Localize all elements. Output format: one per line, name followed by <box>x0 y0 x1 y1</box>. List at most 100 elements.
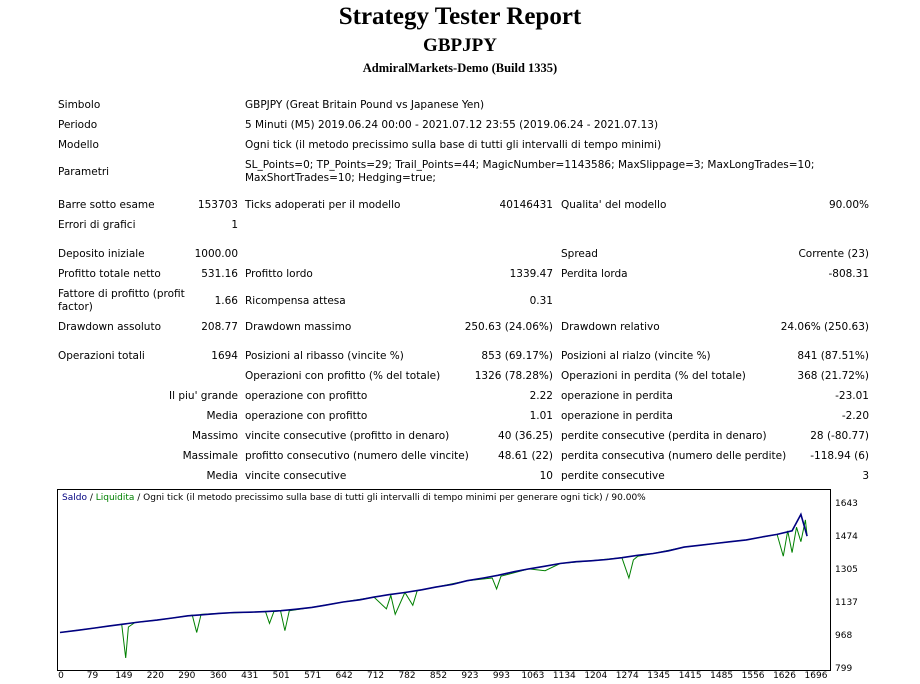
symbol-value: GBPJPY (Great Britain Pound vs Japanese … <box>245 99 485 111</box>
payoff-value: 0.31 <box>529 295 553 307</box>
max-consec-wins-label: vincite consecutive (profitto in denaro) <box>245 430 450 442</box>
ticks-value: 40146431 <box>499 199 553 211</box>
x-tick-label: 501 <box>272 671 290 681</box>
maximum-label: Massimo <box>191 430 238 442</box>
x-tick-label: 1556 <box>741 671 765 681</box>
profit-trades-value: 1326 (78.28%) <box>474 370 553 382</box>
max-drawdown-value: 250.63 (24.06%) <box>464 321 553 333</box>
x-tick-label: 923 <box>461 671 479 681</box>
report-title: Strategy Tester Report <box>338 3 582 30</box>
params-value: SL_Points=0; TP_Points=29; Trail_Points=… <box>245 159 815 184</box>
avg-consec-wins-value: 10 <box>539 470 553 482</box>
rel-drawdown-label: Drawdown relativo <box>561 321 660 333</box>
legend-description: / Ogni tick (il metodo precissimo sulla … <box>134 493 646 503</box>
largest-profit-value: 2.22 <box>529 390 553 402</box>
legend-sep: / <box>86 493 96 503</box>
max-consec-losses-value: 28 (-80.77) <box>810 430 869 442</box>
report-server: AdmiralMarkets-Demo (Build 1335) <box>362 61 558 75</box>
max-consec-losses-label: perdite consecutive (perdita in denaro) <box>561 430 767 442</box>
loss-trades-value: 368 (21.72%) <box>797 370 869 382</box>
y-tick-label: 799 <box>835 664 853 674</box>
maximal-profit-label: profitto consecutivo (numero delle vinci… <box>245 450 469 462</box>
x-tick-label: 220 <box>146 671 164 681</box>
x-tick-label: 642 <box>335 671 353 681</box>
errors-value: 1 <box>231 219 238 231</box>
loss-trades-label: Operazioni in perdita (% del totale) <box>561 370 746 382</box>
gross-profit-label: Profitto lordo <box>245 268 313 280</box>
long-positions-label: Posizioni al rialzo (vincite %) <box>561 350 711 362</box>
x-tick-label: 79 <box>86 671 99 681</box>
max-consec-wins-value: 40 (36.25) <box>498 430 553 442</box>
total-trades-value: 1694 <box>211 350 238 362</box>
x-tick-label: 852 <box>429 671 448 681</box>
chart-frame <box>57 489 831 671</box>
avg-profit-value: 1.01 <box>529 410 553 422</box>
legend-equity: Liquidita <box>95 493 135 503</box>
x-tick-label: 290 <box>178 671 196 681</box>
x-tick-label: 1415 <box>678 671 702 681</box>
errors-label: Errori di grafici <box>58 219 136 231</box>
long-positions-value: 841 (87.51%) <box>797 350 869 362</box>
y-tick-label: 1643 <box>835 499 858 509</box>
rel-drawdown-value: 24.06% (250.63) <box>780 321 869 333</box>
largest-profit-label: operazione con profitto <box>245 390 368 402</box>
maximal-loss-label: perdita consecutiva (numero delle perdit… <box>561 450 787 462</box>
x-tick-label: 1204 <box>584 671 608 681</box>
x-tick-label: 0 <box>58 671 64 681</box>
y-tick-label: 1474 <box>835 532 858 542</box>
abs-drawdown-value: 208.77 <box>201 321 238 333</box>
x-tick-label: 782 <box>398 671 416 681</box>
x-tick-label: 1696 <box>804 671 828 681</box>
legend-balance: Saldo <box>62 493 87 503</box>
bars-value: 153703 <box>197 199 238 211</box>
spread-value: Corrente (23) <box>798 248 869 260</box>
quality-value: 90.00% <box>828 199 869 211</box>
largest-label: Il piu' grande <box>168 390 238 402</box>
x-tick-label: 571 <box>304 671 322 681</box>
model-label: Modello <box>58 139 99 151</box>
chart-legend: Saldo / Liquidita / Ogni tick (il metodo… <box>62 493 646 503</box>
x-tick-label: 993 <box>492 671 510 681</box>
largest-loss-value: -23.01 <box>835 390 869 402</box>
net-profit-label: Profitto totale netto <box>58 268 161 280</box>
maximal-loss-value: -118.94 (6) <box>810 450 869 462</box>
quality-label: Qualita' del modello <box>561 199 667 211</box>
maximal-label: Massimale <box>182 450 238 462</box>
x-tick-label: 1345 <box>647 671 671 681</box>
bars-label: Barre sotto esame <box>58 199 155 211</box>
total-trades-label: Operazioni totali <box>58 350 145 362</box>
avg-loss-value: -2.20 <box>841 410 869 422</box>
gross-loss-label: Perdita lorda <box>561 268 628 280</box>
y-tick-label: 1137 <box>835 598 858 608</box>
ticks-label: Ticks adoperati per il modello <box>245 199 401 211</box>
max-drawdown-label: Drawdown massimo <box>245 321 352 333</box>
x-tick-label: 360 <box>209 671 227 681</box>
average-label: Media <box>206 410 238 422</box>
profit-trades-label: Operazioni con profitto (% del totale) <box>245 370 441 382</box>
avg-profit-label: operazione con profitto <box>245 410 368 422</box>
x-tick-label: 431 <box>241 671 259 681</box>
avg-consec-losses-label: perdite consecutive <box>561 470 665 482</box>
short-positions-label: Posizioni al ribasso (vincite %) <box>245 350 404 362</box>
deposit-label: Deposito iniziale <box>58 248 145 260</box>
avg-consec-losses-value: 3 <box>862 470 869 482</box>
maximal-profit-value: 48.61 (22) <box>498 450 553 462</box>
x-tick-label: 1485 <box>710 671 734 681</box>
gross-profit-value: 1339.47 <box>509 268 553 280</box>
model-value: Ogni tick (il metodo precissimo sulla ba… <box>245 139 662 151</box>
params-label: Parametri <box>58 166 110 178</box>
short-positions-value: 853 (69.17%) <box>481 350 553 362</box>
avg-consec-wins-label: vincite consecutive <box>245 470 347 482</box>
y-tick-label: 1305 <box>835 565 858 575</box>
x-tick-label: 1134 <box>552 671 576 681</box>
profit-factor-label: Fattore di profitto (profit factor) <box>58 288 185 313</box>
abs-drawdown-label: Drawdown assoluto <box>58 321 162 333</box>
x-tick-label: 712 <box>366 671 385 681</box>
largest-loss-label: operazione in perdita <box>561 390 673 402</box>
avg-loss-label: operazione in perdita <box>561 410 673 422</box>
symbol-label: Simbolo <box>58 99 101 111</box>
x-tick-label: 1626 <box>773 671 796 681</box>
x-tick-label: 149 <box>115 671 133 681</box>
balance-line <box>59 512 808 634</box>
balance-chart <box>57 489 831 671</box>
